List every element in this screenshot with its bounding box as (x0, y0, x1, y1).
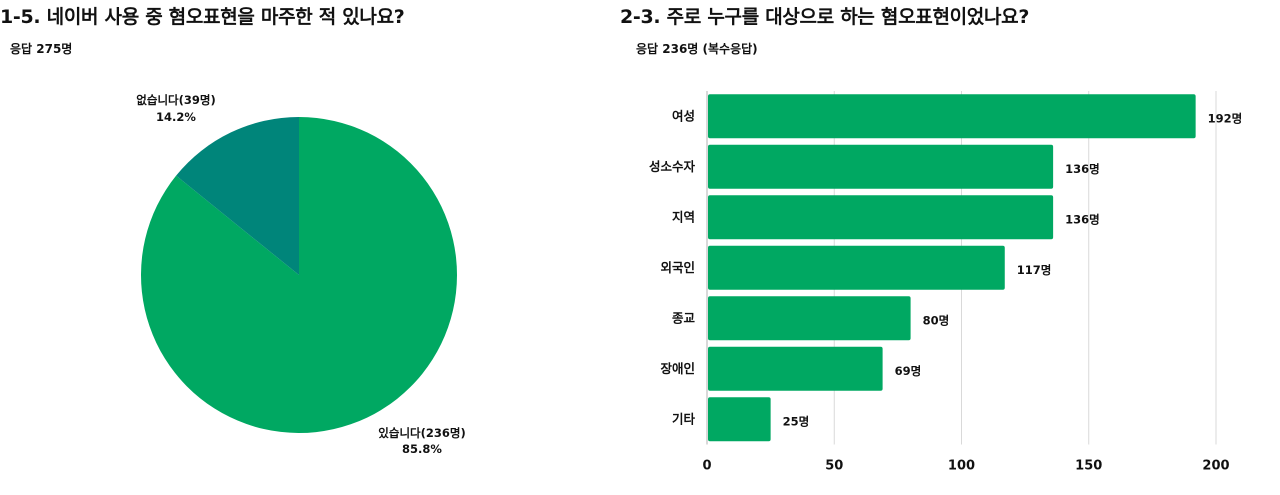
category-label: 기타 (672, 411, 696, 426)
pie-slice-label: 없습니다(39명) (136, 93, 215, 107)
x-tick-label: 0 (702, 459, 711, 474)
pie-slice-percent: 14.2% (156, 110, 196, 124)
value-label: 80명 (923, 313, 950, 327)
pie-chart-panel: 1-5. 네이버 사용 중 혐오표현을 마주한 적 있나요? 응답 275명 있… (0, 0, 600, 495)
bar (708, 94, 1196, 139)
category-label: 장애인 (660, 361, 695, 376)
bar-chart-title: 2-3. 주로 누구를 대상으로 하는 혐오표현이었나요? (620, 6, 1030, 28)
pie-slice-label: 있습니다(236명) (378, 426, 465, 440)
bar (708, 195, 1054, 240)
value-label: 69명 (895, 364, 922, 378)
category-label: 여성 (672, 108, 695, 123)
x-tick-label: 150 (1075, 459, 1102, 474)
x-tick-label: 100 (948, 459, 975, 474)
bar (708, 144, 1054, 189)
value-label: 136명 (1065, 212, 1100, 226)
bar-chart-panel: 2-3. 주로 누구를 대상으로 하는 혐오표현이었나요? 응답 236명 (복… (600, 0, 1280, 495)
bar-chart-subtitle: 응답 236명 (복수응답) (636, 42, 758, 56)
pie-slice (176, 117, 299, 275)
value-label: 25명 (783, 414, 810, 428)
pie-slice-percent: 85.8% (402, 442, 442, 456)
x-tick-label: 200 (1202, 459, 1229, 474)
bar (708, 346, 883, 391)
x-tick-label: 50 (825, 459, 843, 474)
value-label: 192명 (1208, 111, 1243, 125)
category-label: 지역 (672, 209, 695, 224)
pie-chart: 있습니다(236명) 85.8% 없습니다(39명) 14.2% (136, 93, 465, 456)
bar (708, 296, 911, 341)
category-label: 종교 (672, 310, 696, 325)
value-label: 117명 (1017, 263, 1052, 277)
value-label: 136명 (1065, 162, 1100, 176)
category-label: 외국인 (660, 260, 695, 275)
bar (708, 245, 1005, 290)
pie-chart-subtitle: 응답 275명 (10, 42, 73, 56)
category-label: 성소수자 (649, 159, 696, 174)
pie-chart-title: 1-5. 네이버 사용 중 혐오표현을 마주한 적 있나요? (0, 6, 405, 28)
bar (708, 397, 771, 442)
